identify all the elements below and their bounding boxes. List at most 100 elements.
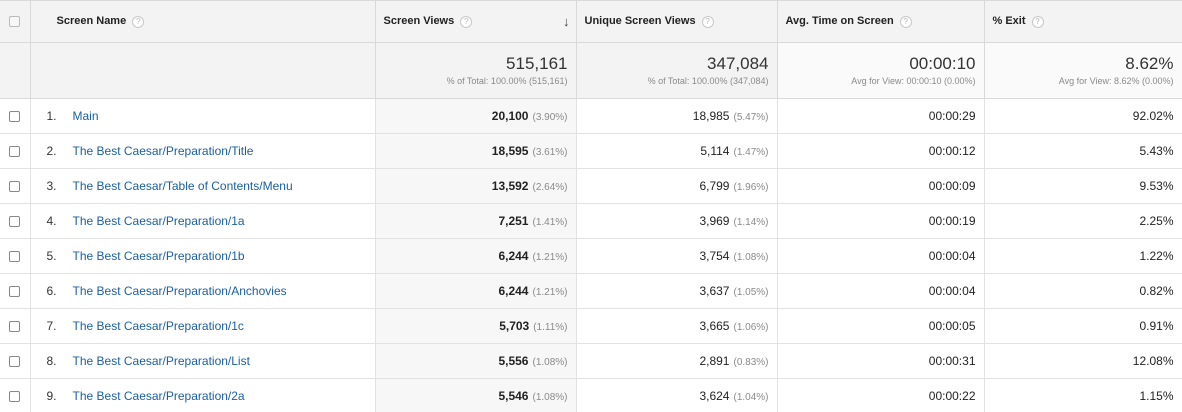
screen-views-percent: (1.21%) <box>532 287 568 298</box>
screen-views-percent: (2.64%) <box>532 182 568 193</box>
unique-views-cell: 5,114 (1.47%) <box>576 133 778 169</box>
unique-views-value: 3,969 <box>699 214 730 228</box>
column-header-label: Screen Views <box>383 15 455 27</box>
unique-views-percent: (1.05%) <box>733 287 769 298</box>
avg-time-cell: 00:00:12 <box>777 133 985 169</box>
help-icon[interactable]: ? <box>701 16 714 28</box>
row-rank: 3. <box>46 179 57 193</box>
select-all-checkbox[interactable] <box>9 16 21 28</box>
exit-cell: 1.15% <box>984 378 1182 412</box>
help-icon[interactable]: ? <box>1031 16 1044 28</box>
column-header-avg-time[interactable]: Avg. Time on Screen? <box>777 0 985 43</box>
row-rank: 4. <box>46 214 57 228</box>
avg-time-cell: 00:00:04 <box>777 273 985 309</box>
exit-cell: 0.82% <box>984 273 1182 309</box>
screen-name-cell: 5. The Best Caesar/Preparation/1b <box>30 238 376 274</box>
table-row: 9. The Best Caesar/Preparation/2a 5,546 (1… <box>0 378 1182 412</box>
totals-unique-screen-views: 347,084 % of Total: 100.00% (347,084) <box>576 42 778 99</box>
screen-name-link[interactable]: The Best Caesar/Preparation/Anchovies <box>72 284 287 298</box>
table-row: 5. The Best Caesar/Preparation/1b 6,244 (1… <box>0 238 1182 274</box>
column-header-label: % Exit <box>992 15 1026 27</box>
row-checkbox-cell <box>0 98 31 134</box>
help-icon[interactable]: ? <box>899 16 912 28</box>
screen-name-cell: 4. The Best Caesar/Preparation/1a <box>30 203 376 239</box>
column-header-label: Screen Name <box>56 15 127 27</box>
unique-views-percent: (0.83%) <box>733 357 769 368</box>
column-header-unique-screen-views[interactable]: Unique Screen Views? <box>576 0 778 43</box>
row-checkbox[interactable] <box>9 111 21 123</box>
total-value: 347,084 <box>707 54 769 73</box>
screen-views-value: 5,546 <box>498 389 529 403</box>
screen-name-cell: 2. The Best Caesar/Preparation/Title <box>30 133 376 169</box>
screen-views-value: 18,595 <box>491 144 529 158</box>
row-checkbox[interactable] <box>9 146 21 158</box>
screen-name-link[interactable]: The Best Caesar/Preparation/Title <box>72 144 254 158</box>
help-icon[interactable]: ? <box>460 16 473 28</box>
exit-cell: 5.43% <box>984 133 1182 169</box>
table-row: 3. The Best Caesar/Table of Contents/Menu… <box>0 168 1182 204</box>
sort-descending-icon[interactable]: ↓ <box>563 14 570 29</box>
row-checkbox[interactable] <box>9 286 21 298</box>
row-rank: 8. <box>46 354 57 368</box>
screen-name-link[interactable]: The Best Caesar/Preparation/2a <box>72 389 245 403</box>
screen-name-cell: 8. The Best Caesar/Preparation/List <box>30 343 376 379</box>
row-checkbox-cell <box>0 378 31 412</box>
unique-views-value: 5,114 <box>700 144 730 158</box>
screen-name-link[interactable]: Main <box>72 109 99 123</box>
unique-views-percent: (1.96%) <box>733 182 769 193</box>
unique-views-cell: 6,799 (1.96%) <box>576 168 778 204</box>
row-rank: 9. <box>46 389 57 403</box>
row-checkbox[interactable] <box>9 181 21 193</box>
screen-views-cell: 20,100 (3.90%) <box>375 98 577 134</box>
help-icon[interactable]: ? <box>132 16 145 28</box>
totals-empty-cell <box>0 42 31 99</box>
avg-time-cell: 00:00:09 <box>777 168 985 204</box>
row-checkbox[interactable] <box>9 251 21 263</box>
exit-cell: 0.91% <box>984 308 1182 344</box>
screen-views-percent: (1.08%) <box>532 357 568 368</box>
table-row: 8. The Best Caesar/Preparation/List 5,556… <box>0 343 1182 379</box>
screen-views-cell: 18,595 (3.61%) <box>375 133 577 169</box>
row-checkbox-cell <box>0 168 31 204</box>
column-header-screen-views[interactable]: Screen Views? ↓ <box>375 0 577 43</box>
screen-name-cell: 9. The Best Caesar/Preparation/2a <box>30 378 376 412</box>
unique-views-cell: 3,637 (1.05%) <box>576 273 778 309</box>
screen-views-percent: (1.08%) <box>532 392 568 403</box>
totals-exit: 8.62% Avg for View: 8.62% (0.00%) <box>984 42 1182 99</box>
screen-name-link[interactable]: The Best Caesar/Preparation/1a <box>72 214 245 228</box>
row-checkbox[interactable] <box>9 356 21 368</box>
row-checkbox[interactable] <box>9 391 21 403</box>
unique-views-percent: (1.08%) <box>733 252 769 263</box>
column-header-exit[interactable]: % Exit? <box>984 0 1182 43</box>
select-all-cell <box>0 0 31 43</box>
unique-views-percent: (1.04%) <box>733 392 769 403</box>
column-header-screen-name[interactable]: Screen Name? <box>30 0 376 43</box>
unique-views-cell: 3,754 (1.08%) <box>576 238 778 274</box>
table-row: 4. The Best Caesar/Preparation/1a 7,251 (1… <box>0 203 1182 239</box>
row-checkbox[interactable] <box>9 216 21 228</box>
screen-views-percent: (1.11%) <box>533 322 568 333</box>
row-rank: 6. <box>46 284 57 298</box>
screen-views-value: 6,244 <box>498 284 529 298</box>
screen-views-cell: 13,592 (2.64%) <box>375 168 577 204</box>
avg-time-cell: 00:00:31 <box>777 343 985 379</box>
screen-name-link[interactable]: The Best Caesar/Preparation/1c <box>72 319 244 333</box>
screen-name-link[interactable]: The Best Caesar/Table of Contents/Menu <box>72 179 293 193</box>
unique-views-cell: 18,985 (5.47%) <box>576 98 778 134</box>
unique-views-percent: (5.47%) <box>733 112 769 123</box>
unique-views-value: 3,637 <box>699 284 730 298</box>
header-row: Screen Name? Screen Views? ↓ Unique Scre… <box>0 0 1182 43</box>
screen-views-percent: (3.61%) <box>532 147 568 158</box>
avg-time-cell: 00:00:22 <box>777 378 985 412</box>
screen-name-cell: 3. The Best Caesar/Table of Contents/Menu <box>30 168 376 204</box>
totals-avg-time: 00:00:10 Avg for View: 00:00:10 (0.00%) <box>777 42 985 99</box>
total-subtext: Avg for View: 00:00:10 (0.00%) <box>851 76 976 86</box>
unique-views-cell: 3,624 (1.04%) <box>576 378 778 412</box>
unique-views-value: 3,624 <box>699 389 730 403</box>
screen-name-link[interactable]: The Best Caesar/Preparation/List <box>72 354 250 368</box>
column-header-label: Avg. Time on Screen <box>785 15 894 27</box>
screen-name-link[interactable]: The Best Caesar/Preparation/1b <box>72 249 245 263</box>
row-checkbox[interactable] <box>9 321 21 333</box>
screen-name-cell: 1. Main <box>30 98 376 134</box>
